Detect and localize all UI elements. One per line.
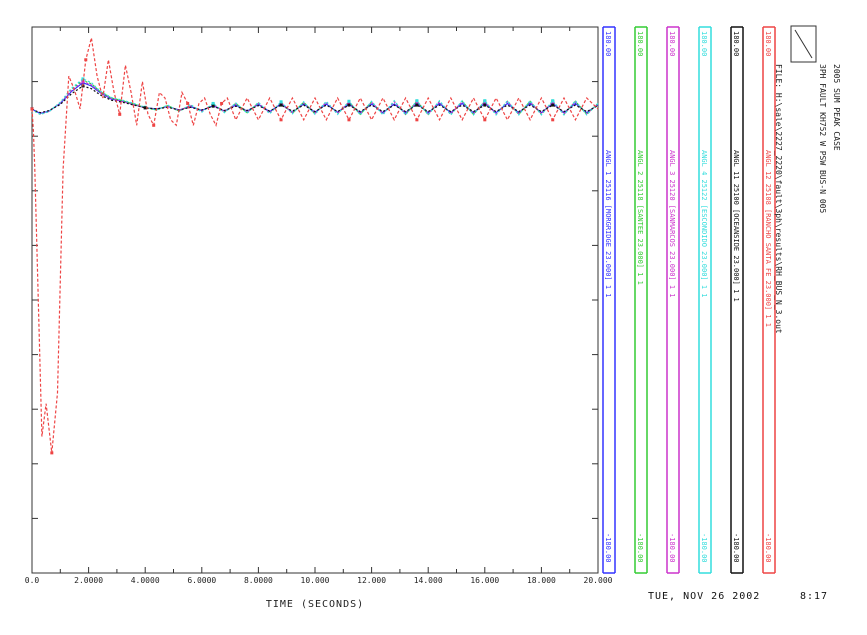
series-marker-6 [483,118,487,122]
x-tick-label: 0.0 [25,576,40,585]
series-marker-4 [81,77,85,81]
series-marker-3 [81,80,85,84]
series-marker-6 [186,101,190,105]
scale-max-label: 180.00 [732,31,740,56]
x-tick-label: 14.000 [414,576,443,585]
scale-column-2: 180.00 -180.00 ANGL 2 25118 [SANTEE 23.000… [634,26,648,574]
scale-min-label: -180.00 [700,533,708,563]
series-legend-name: ANGL 4 25122 [ESCONDIDO 23.000] 1 1 [700,150,708,298]
scale-min-label: -180.00 [764,533,772,563]
scale-column-6: 180.00 -180.00 ANGL 12 25108 [RANCHO SANTA… [762,26,776,574]
plot-date: TUE, NOV 26 2002 [648,591,761,602]
series-marker-6 [347,118,351,122]
series-marker-6 [30,107,34,111]
scale-min-label: -180.00 [732,533,740,563]
scale-min-label: -180.00 [604,533,612,563]
x-axis-ticks: 0.0 2.0000 4.0000 6.0000 8.0000 10.000 12.000 1… [25,576,613,585]
series-marker-4 [551,99,555,103]
series-marker-6 [152,123,156,127]
series-line-3 [31,80,599,115]
series-marker-5 [483,103,487,107]
series-marker-6 [118,112,122,116]
series-line-4 [31,78,599,116]
series-marker-4 [211,101,215,105]
series-marker-1 [483,101,487,105]
scale-column-1: 180.00 -180.00 ANGL 1 25116 [MORGRIDGE 23.… [602,26,616,574]
plot-header: FILE: H:\sale\2227_2220\fault\3ph\result… [774,25,841,334]
header-title: 2005 SUM PEAK CASE [832,64,841,151]
legend-scale-columns: 180.00 -180.00 ANGL 1 25116 [MORGRIDGE 23.… [602,26,776,574]
series-marker-4 [279,100,283,104]
series-marker-6 [415,118,419,122]
x-tick-label: 18.000 [527,576,556,585]
scale-column-3: 180.00 -180.00 ANGL 3 25120 [SANMARCOS 23.… [666,26,680,574]
series-lines [30,37,599,455]
x-tick-label: 12.000 [357,576,386,585]
psse-logo-mark [794,29,813,59]
plot-time: 8:17 [800,591,829,602]
series-marker-5 [279,103,283,107]
scale-column-4: 180.00 -180.00 ANGL 4 25122 [ESCONDIDO 23.… [698,26,712,574]
series-marker-5 [551,103,555,107]
psse-logo-box [790,25,817,63]
scale-min-label: -180.00 [636,533,644,563]
series-marker-4 [415,99,419,103]
series-marker-6 [279,118,283,122]
series-marker-5 [211,104,215,108]
scale-max-label: 180.00 [700,31,708,56]
series-legend-name: ANGL 11 25100 [OCEANSIDE 23.000] 1 1 [732,150,740,302]
series-marker-5 [415,103,419,107]
series-marker-6 [551,118,555,122]
series-legend-name: ANGL 1 25116 [MORGRIDGE 23.000] 1 1 [604,150,612,298]
series-marker-1 [551,101,555,105]
x-tick-label: 8.0000 [244,576,273,585]
x-axis-label: TIME (SECONDS) [266,599,364,610]
series-marker-6 [50,451,54,455]
x-tick-label: 2.0000 [74,576,103,585]
x-tick-label: 10.000 [301,576,330,585]
series-legend-name: ANGL 3 25120 [SANMARCOS 23.000] 1 1 [668,150,676,298]
main-plot-frame [31,26,599,574]
x-tick-label: 20.000 [584,576,613,585]
series-marker-1 [415,101,419,105]
header-file: FILE: H:\sale\2227_2220\fault\3ph\result… [774,64,783,334]
series-marker-4 [347,99,351,103]
x-tick-label: 16.000 [470,576,499,585]
series-marker-4 [483,99,487,103]
series-marker-6 [84,58,88,62]
header-subtitle: 3PH FAULT KH752 W PSW BUS-N 005 [818,64,827,213]
series-marker-6 [220,101,224,105]
x-tick-label: 4.0000 [131,576,160,585]
series-line-5 [31,85,599,114]
series-line-6 [31,37,599,453]
scale-max-label: 180.00 [604,31,612,56]
scale-min-label: -180.00 [668,533,676,563]
series-marker-5 [143,106,147,110]
x-tick-label: 6.0000 [187,576,216,585]
series-legend-name: ANGL 12 25108 [RANCHO SANTA FE 23.000] 1… [764,150,772,327]
scale-max-label: 180.00 [668,31,676,56]
scale-column-5: 180.00 -180.00 ANGL 11 25100 [OCEANSIDE 23… [730,26,744,574]
scale-max-label: 180.00 [636,31,644,56]
series-marker-5 [347,103,351,107]
scale-max-label: 180.00 [764,31,772,56]
series-legend-name: ANGL 2 25118 [SANTEE 23.000] 1 1 [636,150,644,285]
